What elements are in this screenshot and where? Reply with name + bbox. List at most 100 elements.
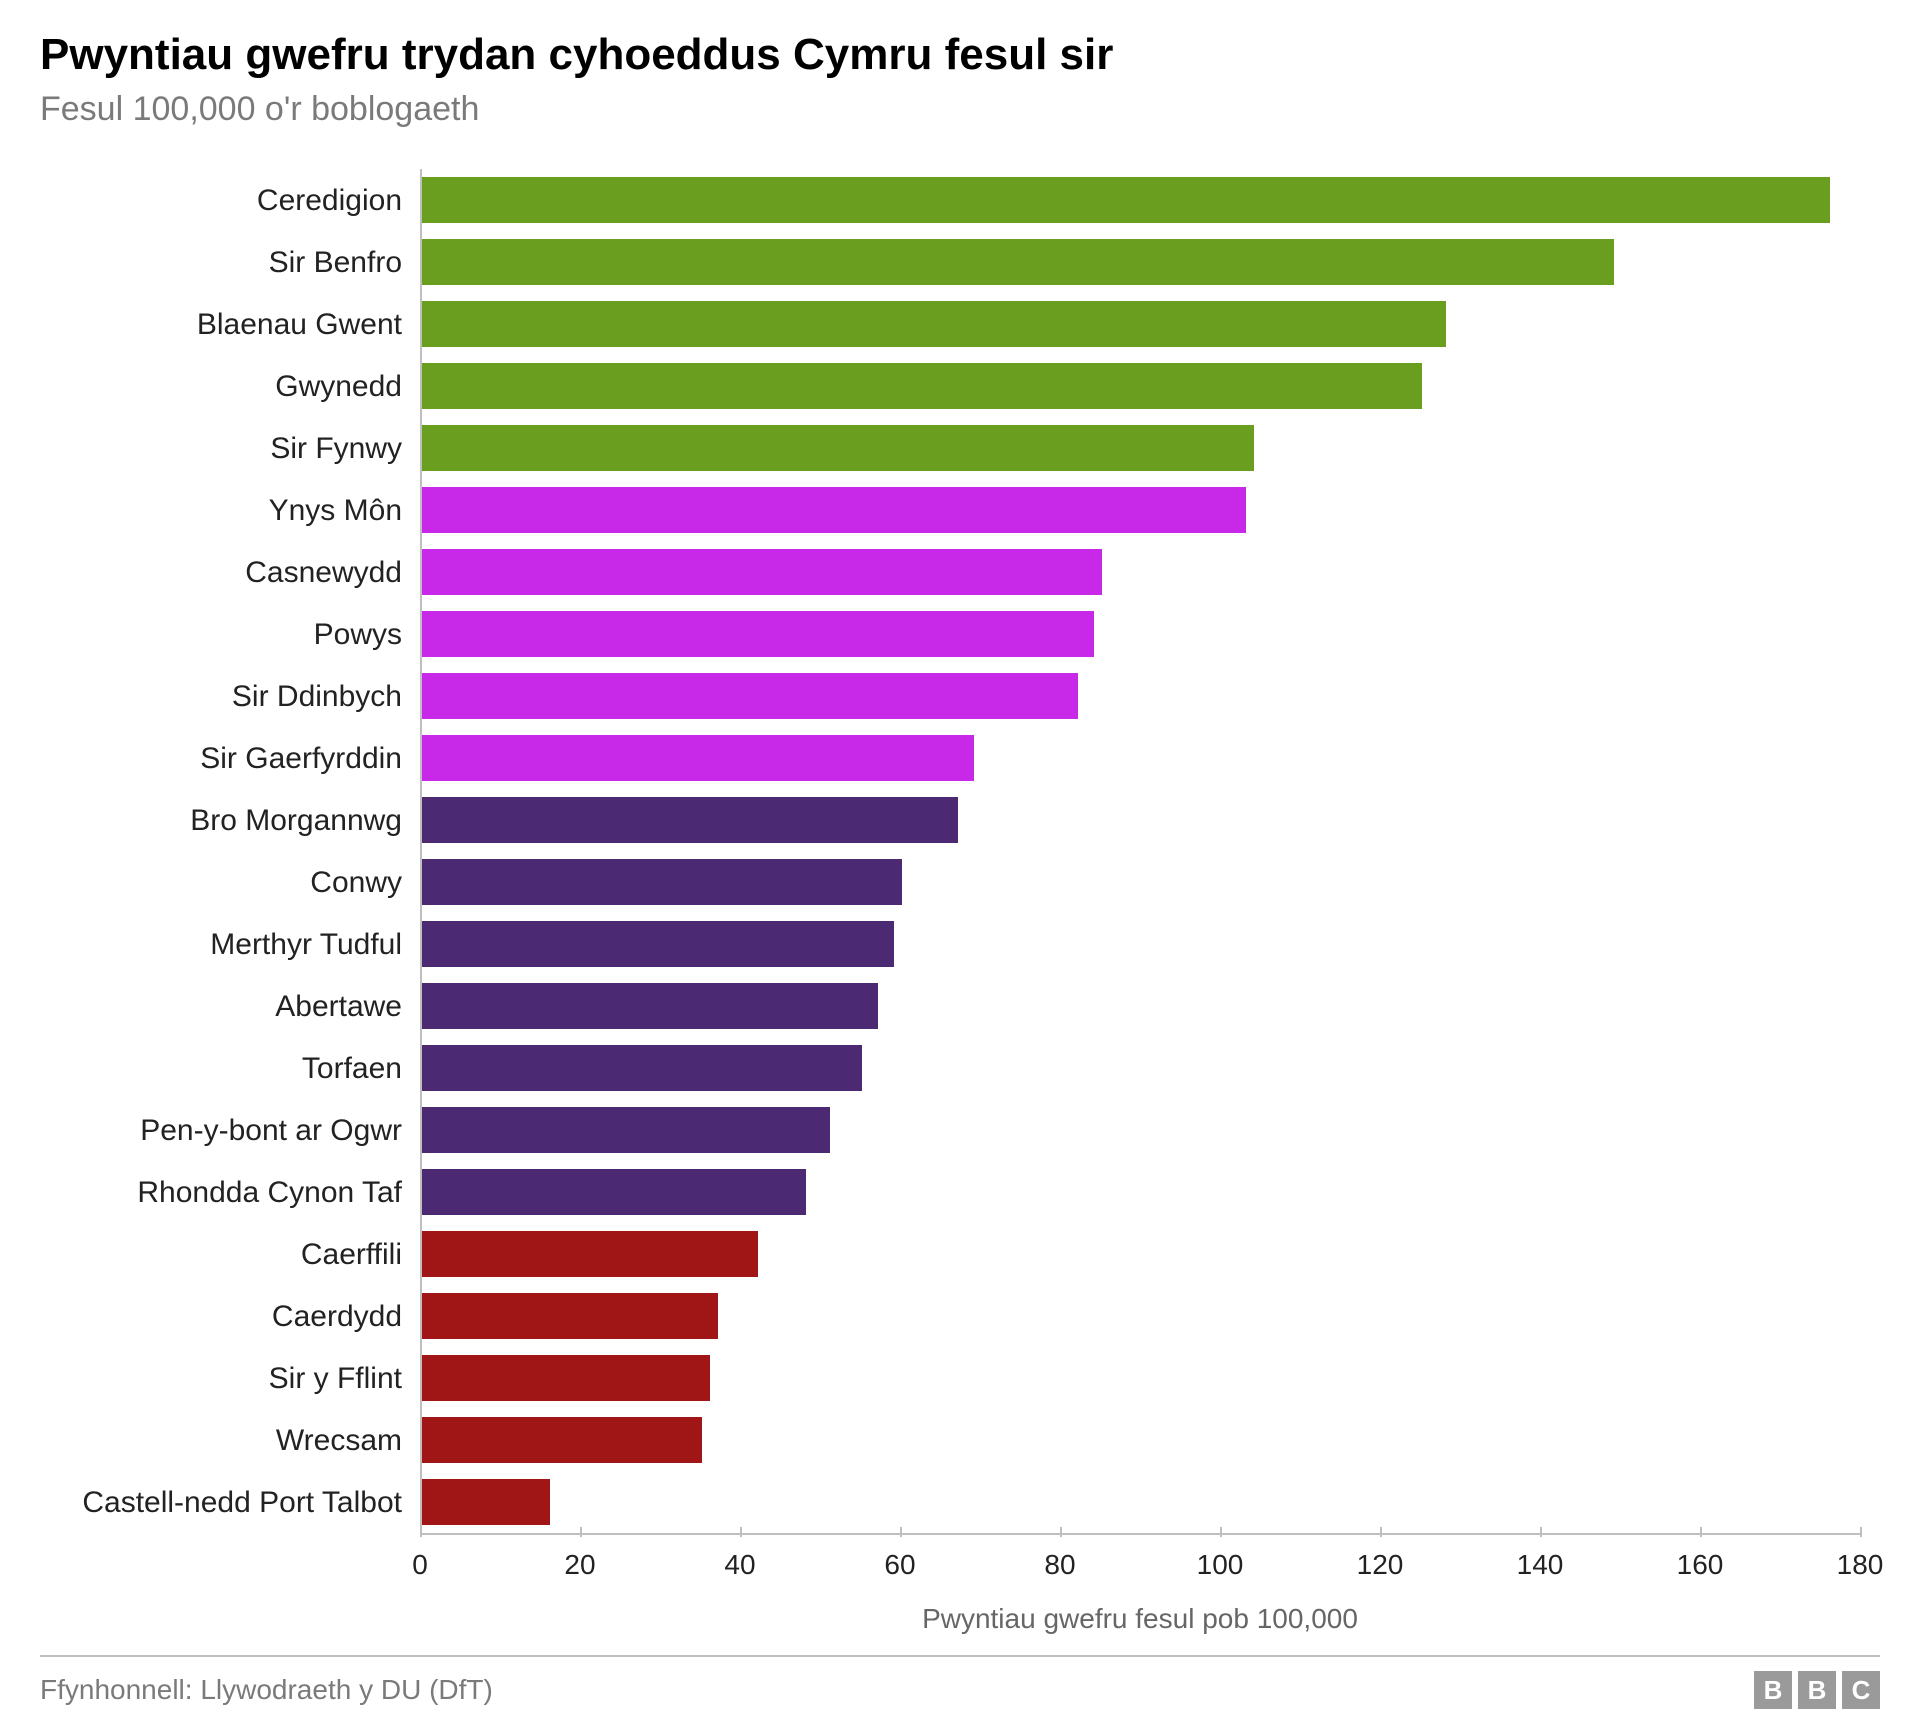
- x-tick: [1700, 1527, 1702, 1537]
- y-axis-label: Merthyr Tudful: [42, 928, 412, 961]
- x-tick: [580, 1527, 582, 1537]
- bar-row: Sir Gaerfyrddin: [422, 727, 1860, 789]
- bar: [422, 1231, 758, 1277]
- bar: [422, 859, 902, 905]
- bar: [422, 797, 958, 843]
- x-tick: [1220, 1527, 1222, 1537]
- bar: [422, 363, 1422, 409]
- bbc-logo-b2: B: [1798, 1671, 1836, 1709]
- bar: [422, 983, 878, 1029]
- bar-row: Pen-y-bont ar Ogwr: [422, 1099, 1860, 1161]
- y-axis-label: Conwy: [42, 866, 412, 899]
- x-tick-label: 40: [724, 1549, 755, 1581]
- bbc-logo-c: C: [1842, 1671, 1880, 1709]
- bar: [422, 611, 1094, 657]
- y-axis-label: Gwynedd: [42, 370, 412, 403]
- bar-row: Caerdydd: [422, 1285, 1860, 1347]
- y-axis-label: Torfaen: [42, 1052, 412, 1085]
- x-tick-label: 180: [1837, 1549, 1884, 1581]
- bar-row: Gwynedd: [422, 355, 1860, 417]
- y-axis-label: Abertawe: [42, 990, 412, 1023]
- y-axis-label: Castell-nedd Port Talbot: [42, 1486, 412, 1519]
- bar-row: Wrecsam: [422, 1409, 1860, 1471]
- bar: [422, 177, 1830, 223]
- bar-row: Castell-nedd Port Talbot: [422, 1471, 1860, 1533]
- x-tick-label: 160: [1677, 1549, 1724, 1581]
- bar: [422, 1169, 806, 1215]
- bar-row: Sir y Fflint: [422, 1347, 1860, 1409]
- y-axis-label: Sir Ddinbych: [42, 680, 412, 713]
- bar: [422, 921, 894, 967]
- y-axis-label: Caerdydd: [42, 1300, 412, 1333]
- bar: [422, 1355, 710, 1401]
- y-axis-label: Bro Morgannwg: [42, 804, 412, 837]
- x-tick: [1860, 1527, 1862, 1537]
- y-axis-label: Sir Gaerfyrddin: [42, 742, 412, 775]
- chart-plot-area: CeredigionSir BenfroBlaenau GwentGwynedd…: [40, 169, 1880, 1635]
- bar: [422, 1417, 702, 1463]
- bar-row: Ynys Môn: [422, 479, 1860, 541]
- bar-row: Rhondda Cynon Taf: [422, 1161, 1860, 1223]
- chart-footer: Ffynhonnell: Llywodraeth y DU (DfT) B B …: [40, 1671, 1880, 1709]
- bar: [422, 1479, 550, 1525]
- x-tick: [1540, 1527, 1542, 1537]
- y-axis-label: Sir y Fflint: [42, 1362, 412, 1395]
- bar: [422, 1107, 830, 1153]
- bar-row: Casnewydd: [422, 541, 1860, 603]
- bar-row: Conwy: [422, 851, 1860, 913]
- bar-row: Caerffili: [422, 1223, 1860, 1285]
- bar-row: Torfaen: [422, 1037, 1860, 1099]
- y-axis-label: Casnewydd: [42, 556, 412, 589]
- x-tick-label: 0: [412, 1549, 428, 1581]
- bar-row: Abertawe: [422, 975, 1860, 1037]
- x-tick-label: 100: [1197, 1549, 1244, 1581]
- chart-container: Pwyntiau gwefru trydan cyhoeddus Cymru f…: [0, 0, 1920, 1729]
- y-axis-label: Powys: [42, 618, 412, 651]
- x-tick: [740, 1527, 742, 1537]
- x-tick: [1380, 1527, 1382, 1537]
- chart-title: Pwyntiau gwefru trydan cyhoeddus Cymru f…: [40, 30, 1880, 80]
- y-axis-label: Ynys Môn: [42, 494, 412, 527]
- x-tick: [420, 1527, 422, 1537]
- bar: [422, 673, 1078, 719]
- x-axis: 020406080100120140160180: [420, 1533, 1860, 1593]
- chart-subtitle: Fesul 100,000 o'r boblogaeth: [40, 90, 1880, 129]
- bar-row: Merthyr Tudful: [422, 913, 1860, 975]
- bar-row: Blaenau Gwent: [422, 293, 1860, 355]
- footer-separator: [40, 1655, 1880, 1657]
- bar: [422, 1045, 862, 1091]
- bar: [422, 239, 1614, 285]
- bar-row: Bro Morgannwg: [422, 789, 1860, 851]
- x-tick-label: 140: [1517, 1549, 1564, 1581]
- bar-plot: CeredigionSir BenfroBlaenau GwentGwynedd…: [420, 169, 1860, 1533]
- source-text: Ffynhonnell: Llywodraeth y DU (DfT): [40, 1674, 493, 1706]
- y-axis-label: Rhondda Cynon Taf: [42, 1176, 412, 1209]
- x-tick: [900, 1527, 902, 1537]
- y-axis-label: Caerffili: [42, 1238, 412, 1271]
- bar: [422, 735, 974, 781]
- bar: [422, 487, 1246, 533]
- bar-row: Powys: [422, 603, 1860, 665]
- bar-row: Sir Benfro: [422, 231, 1860, 293]
- x-axis-label: Pwyntiau gwefru fesul pob 100,000: [420, 1603, 1860, 1635]
- y-axis-label: Blaenau Gwent: [42, 308, 412, 341]
- y-axis-label: Wrecsam: [42, 1424, 412, 1457]
- bar: [422, 301, 1446, 347]
- bar: [422, 425, 1254, 471]
- y-axis-label: Sir Benfro: [42, 246, 412, 279]
- bar: [422, 1293, 718, 1339]
- bbc-logo: B B C: [1754, 1671, 1880, 1709]
- bbc-logo-b1: B: [1754, 1671, 1792, 1709]
- x-tick-label: 20: [564, 1549, 595, 1581]
- y-axis-label: Pen-y-bont ar Ogwr: [42, 1114, 412, 1147]
- x-tick-label: 120: [1357, 1549, 1404, 1581]
- bar: [422, 549, 1102, 595]
- bar-row: Sir Fynwy: [422, 417, 1860, 479]
- y-axis-label: Sir Fynwy: [42, 432, 412, 465]
- x-tick-label: 80: [1044, 1549, 1075, 1581]
- x-tick: [1060, 1527, 1062, 1537]
- bar-row: Sir Ddinbych: [422, 665, 1860, 727]
- x-tick-label: 60: [884, 1549, 915, 1581]
- y-axis-label: Ceredigion: [42, 184, 412, 217]
- bar-row: Ceredigion: [422, 169, 1860, 231]
